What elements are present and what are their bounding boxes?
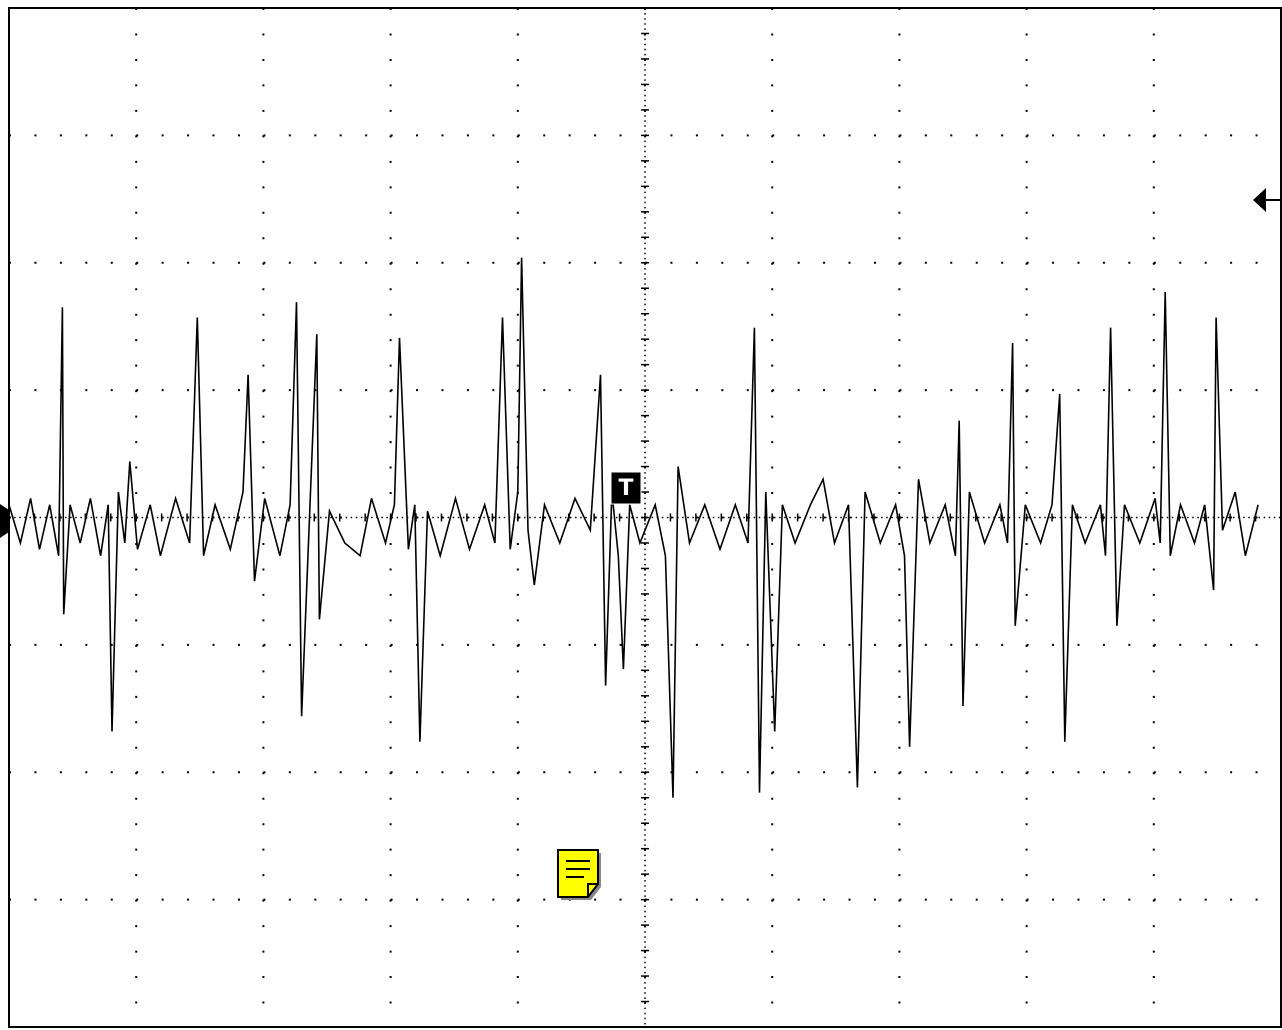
- level-marker: [1253, 188, 1281, 212]
- note-icon[interactable]: [557, 849, 601, 900]
- trace-layer: [8, 257, 1259, 798]
- waveform: [8, 257, 1259, 798]
- trigger-marker: T: [610, 471, 642, 505]
- trigger-label: T: [618, 476, 633, 501]
- channel-marker: [0, 504, 9, 538]
